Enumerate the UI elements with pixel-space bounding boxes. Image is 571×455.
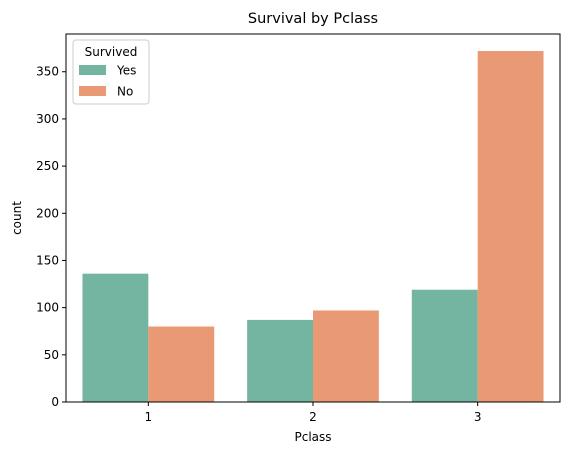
bar-no-class-3 [477, 50, 544, 402]
y-axis-label: count [10, 201, 24, 235]
y-tick-label: 150 [36, 253, 59, 267]
bar-yes-class-2 [247, 319, 313, 402]
y-tick-label: 300 [36, 112, 59, 126]
y-tick-label: 250 [36, 159, 59, 173]
legend-swatch-yes [79, 65, 106, 75]
legend-label-no: No [117, 85, 133, 99]
bar-yes-class-3 [411, 289, 478, 402]
y-tick-label: 50 [44, 348, 59, 362]
y-tick-label: 0 [51, 395, 59, 409]
x-tick-label: 2 [309, 410, 317, 424]
y-tick-label: 350 [36, 65, 59, 79]
bar-no-class-2 [313, 310, 379, 402]
legend-items: Yes No [79, 64, 136, 99]
legend: Survived Yes No [72, 39, 150, 105]
y-axis: 0 50 100 150 200 250 300 350 [36, 65, 66, 409]
y-tick-label: 200 [36, 206, 59, 220]
bars-group [82, 50, 544, 402]
x-axis: 1 2 3 [145, 402, 482, 424]
chart-title: Survival by Pclass [248, 11, 378, 27]
bar-no-class-1 [148, 326, 215, 402]
x-tick-label: 1 [145, 410, 153, 424]
y-tick-label: 100 [36, 301, 59, 315]
plot-area-frame [65, 33, 561, 403]
x-axis-label: Pclass [294, 430, 331, 444]
x-tick-label: 3 [474, 410, 482, 424]
bar-yes-class-1 [82, 273, 149, 402]
legend-label-yes: Yes [116, 64, 136, 78]
legend-swatch-no [79, 86, 106, 96]
legend-title: Survived [85, 45, 138, 59]
